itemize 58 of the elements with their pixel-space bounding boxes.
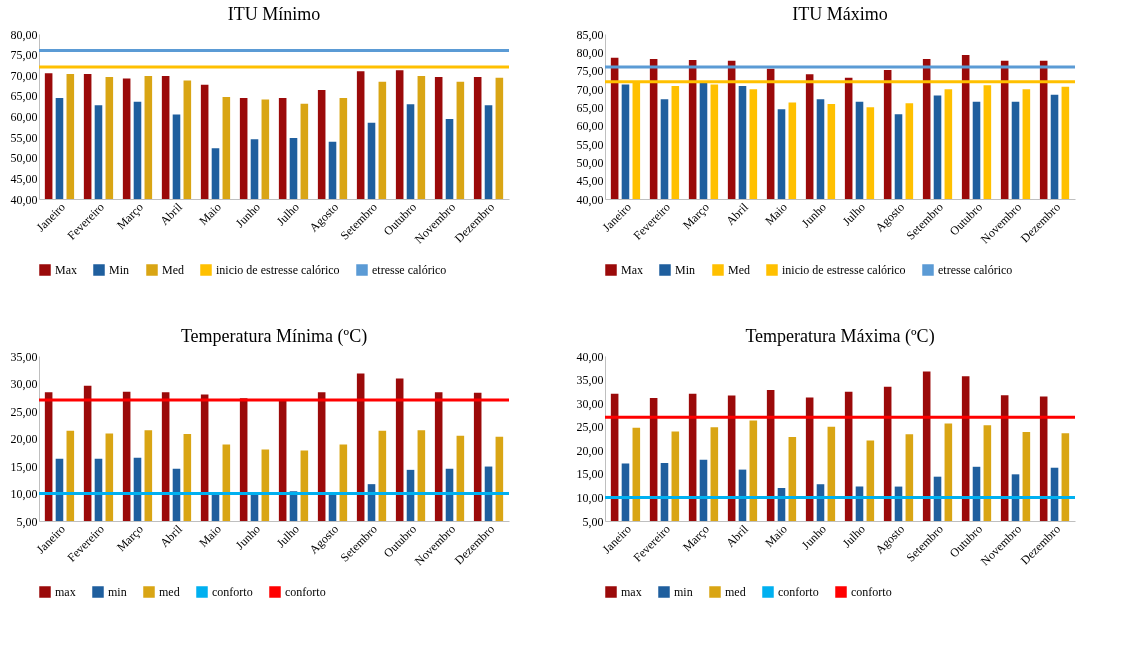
legend-label: max [55,585,76,599]
chart-title: ITU Máximo [792,4,888,24]
legend-label: Max [621,263,643,277]
y-tick-label: 65,00 [10,89,38,104]
y-tick-label: 75,00 [10,48,38,63]
y-tick-label: 65,00 [576,100,604,115]
y-tick-label: 40,00 [576,192,604,207]
y-tick-label: 40,00 [10,192,38,207]
y-tick-label: 50,00 [576,155,604,170]
y-tick-label: 70,00 [576,82,604,97]
y-tick-label: 70,00 [10,68,38,83]
y-tick-label: 20,00 [576,443,604,458]
y-tick-label: 5,00 [582,514,604,529]
legend-label: min [108,585,127,599]
legend-label: conforto [285,585,326,599]
y-tick-label: 45,00 [10,171,38,186]
legend-label: inicio de estresse calórico [782,263,906,277]
y-tick-label: 30,00 [576,396,604,411]
y-tick-label: 60,00 [10,110,38,124]
y-tick-label: 55,00 [10,130,38,145]
y-tick-label: 75,00 [576,64,604,79]
y-tick-label: 80,00 [10,27,38,42]
legend-label: conforto [212,585,253,599]
y-tick-label: 15,00 [10,459,38,474]
legend-label: conforto [778,585,819,599]
legend-label: med [159,585,180,599]
legend-label: inicio de estresse calórico [216,263,340,277]
y-tick-label: 85,00 [576,27,604,42]
legend-label: med [725,585,746,599]
chart-title: ITU Mínimo [227,4,321,24]
y-tick-label: 10,00 [10,487,38,501]
y-tick-label: 35,00 [576,373,604,388]
y-tick-label: 25,00 [10,404,38,419]
legend-label: etresse calórico [938,263,1013,277]
y-tick-label: 80,00 [576,45,604,60]
legend-label: Min [675,263,696,277]
y-tick-label: 35,00 [10,349,38,364]
y-tick-label: 10,00 [576,490,604,505]
y-tick-label: 20,00 [10,432,38,446]
legend-label: etresse calórico [372,263,447,277]
y-tick-label: 40,00 [576,349,604,364]
chart-title: Temperatura Máxima (ºC) [745,326,935,347]
y-tick-label: 50,00 [10,151,38,166]
y-tick-label: 45,00 [576,174,604,189]
y-tick-label: 15,00 [576,467,604,482]
legend-label: Max [55,263,77,277]
legend-label: min [674,585,693,599]
legend-label: Med [728,263,750,277]
y-tick-label: 60,00 [576,119,604,134]
legend-label: Min [109,263,130,277]
y-tick-label: 55,00 [576,137,604,152]
chart-title: Temperatura Mínima (ºC) [180,326,368,347]
legend-label: Med [162,263,184,277]
legend-label: max [621,585,642,599]
y-tick-label: 5,00 [16,514,38,529]
y-tick-label: 25,00 [576,420,604,435]
legend-label: conforto [851,585,892,599]
y-tick-label: 30,00 [10,377,38,391]
